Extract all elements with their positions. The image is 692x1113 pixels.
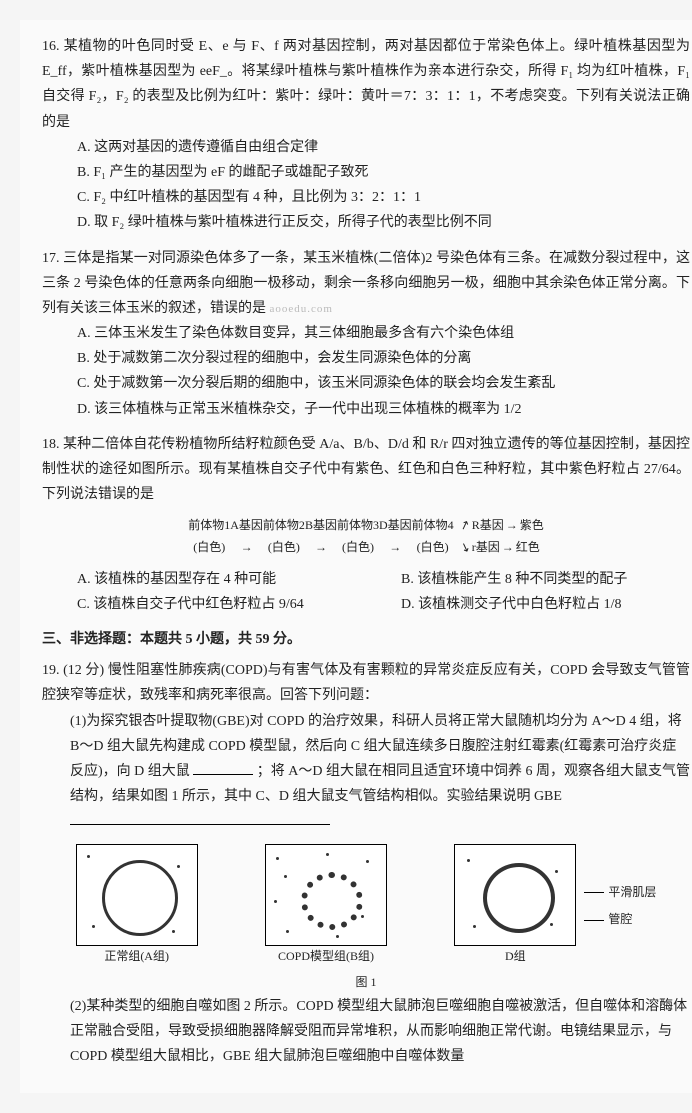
node-precursor3: 前体物3 (白色) — [337, 515, 379, 558]
q17-option-c: C. 处于减数第一次分裂后期的细胞中，该玉米同源染色体的联会均会发生紊乱 — [42, 371, 690, 396]
fig3-caption: D组 — [505, 946, 526, 968]
exam-page: 16. 某植物的叶色同时受 E、e 与 F、f 两对基因控制，两对基因都位于常染… — [20, 20, 692, 1093]
gene-b-label: B基因 — [305, 515, 337, 537]
node1-bot: (白色) — [193, 537, 225, 559]
legend1-text: 平滑肌层 — [608, 882, 656, 904]
arrow-icon: → — [241, 537, 253, 559]
arrow-d-gene: D基因 → — [379, 515, 412, 558]
q19-part2: (2)某种类型的细胞自噬如图 2 所示。COPD 模型组大鼠肺泡巨噬细胞自噬被激… — [42, 994, 690, 1070]
q17-number: 17. — [42, 251, 60, 266]
q19-head: (12 分) 慢性阻塞性肺疾病(COPD)与有害气体及有害颗粒的异常炎症反应有关… — [42, 663, 690, 703]
q16-option-d: D. 取 F₂ 绿叶植株与紫叶植株进行正反交，所得子代的表型比例不同 — [42, 210, 690, 235]
watermark-text: aooedu.com — [270, 303, 333, 315]
node-precursor1: 前体物1 (白色) — [188, 515, 230, 558]
q18-pathway-diagram: 前体物1 (白色) A基因 → 前体物2 (白色) B基因 → 前体物3 (白色… — [42, 515, 690, 558]
q19-stem: 19. (12 分) 慢性阻塞性肺疾病(COPD)与有害气体及有害颗粒的异常炎症… — [42, 658, 690, 708]
red-label: 红色 — [516, 537, 540, 559]
fig2-caption: COPD模型组(B组) — [278, 946, 374, 968]
gene-a-label: A基因 — [230, 515, 263, 537]
fig1-caption: 正常组(A组) — [104, 946, 169, 968]
node3-bot: (白色) — [342, 537, 374, 559]
node-precursor4: 前体物4 (白色) — [412, 515, 454, 558]
q18-number: 18. — [42, 437, 60, 452]
node4-top: 前体物4 — [412, 515, 454, 537]
q17-stem: 17. 三体是指某一对同源染色体多了一条，某玉米植株(二倍体)2 号染色体有三条… — [42, 246, 690, 322]
q19-number: 19. — [42, 663, 60, 678]
branch-outcomes: ↗ R基因 → 紫色 ↘ r基因 → 红色 — [458, 515, 544, 558]
q16-option-a: A. 这两对基因的遗传遵循自由组合定律 — [42, 135, 690, 160]
q16-text: 某植物的叶色同时受 E、e 与 F、f 两对基因控制，两对基因都位于常染色体上。… — [42, 39, 690, 130]
node4-bot: (白色) — [417, 537, 449, 559]
question-18: 18. 某种二倍体自花传粉植物所结籽粒颜色受 A/a、B/b、D/d 和 R/r… — [42, 432, 690, 617]
branch-up-icon: ↗ — [456, 514, 473, 538]
question-16: 16. 某植物的叶色同时受 E、e 与 F、f 两对基因控制，两对基因都位于常染… — [42, 34, 690, 236]
arrow-a-gene: A基因 → — [230, 515, 263, 558]
branch-purple: ↗ R基因 → 紫色 — [458, 515, 544, 537]
q18-options-row1: A. 该植株的基因型存在 4 种可能 B. 该植株能产生 8 种不同类型的配子 — [42, 567, 690, 592]
arrow-icon: → — [315, 537, 327, 559]
arrow-b-gene: B基因 → — [305, 515, 337, 558]
arrow-icon: → — [389, 537, 401, 559]
figure-legend: 平滑肌层 管腔 — [584, 844, 656, 968]
branch-down-icon: ↘ — [456, 536, 473, 560]
figure-1-caption: 图 1 — [42, 972, 690, 994]
section-3-header: 三、非选择题：本题共 5 小题，共 59 分。 — [42, 627, 690, 652]
q18-option-b: B. 该植株能产生 8 种不同类型的配子 — [366, 567, 690, 592]
q18-options-row2: C. 该植株自交子代中红色籽粒占 9/64 D. 该植株测交子代中白色籽粒占 1… — [42, 592, 690, 617]
gene-d-label: D基因 — [379, 515, 412, 537]
question-19: 19. (12 分) 慢性阻塞性肺疾病(COPD)与有害气体及有害颗粒的异常炎症… — [42, 658, 690, 1069]
q16-number: 16. — [42, 39, 60, 54]
gene-r-label: r基因 — [472, 537, 500, 559]
question-17: 17. 三体是指某一对同源染色体多了一条，某玉米植株(二倍体)2 号染色体有三条… — [42, 246, 690, 422]
branch-red: ↘ r基因 → 红色 — [458, 537, 544, 559]
q18-option-c: C. 该植株自交子代中红色籽粒占 9/64 — [42, 592, 366, 617]
figure-normal-group: 正常组(A组) — [76, 844, 198, 968]
q17-option-a: A. 三体玉米发生了染色体数目变异，其三体细胞最多含有六个染色体组 — [42, 321, 690, 346]
node-precursor2: 前体物2 (白色) — [263, 515, 305, 558]
arrow-icon: → — [506, 515, 518, 537]
q18-stem: 18. 某种二倍体自花传粉植物所结籽粒颜色受 A/a、B/b、D/d 和 R/r… — [42, 432, 690, 508]
q17-option-b: B. 处于减数第二次分裂过程的细胞中，会发生同源染色体的分离 — [42, 346, 690, 371]
legend-line-icon — [584, 920, 604, 921]
gene-R-label: R基因 — [472, 515, 504, 537]
legend2-text: 管腔 — [608, 909, 632, 931]
blank-field-long — [70, 824, 330, 825]
micrograph-b — [265, 844, 387, 946]
node3-top: 前体物3 — [337, 515, 379, 537]
q18-option-a: A. 该植株的基因型存在 4 种可能 — [42, 567, 366, 592]
micrograph-d — [454, 844, 576, 946]
q16-option-b: B. F₁ 产生的基因型为 eF 的雌配子或雄配子致死 — [42, 160, 690, 185]
node1-top: 前体物1 — [188, 515, 230, 537]
q19-part1: (1)为探究银杏叶提取物(GBE)对 COPD 的治疗效果，科研人员将正常大鼠随… — [42, 709, 690, 835]
legend-lumen: 管腔 — [584, 909, 656, 931]
q16-stem: 16. 某植物的叶色同时受 E、e 与 F、f 两对基因控制，两对基因都位于常染… — [42, 34, 690, 135]
micrograph-a — [76, 844, 198, 946]
legend-smooth-muscle: 平滑肌层 — [584, 882, 656, 904]
node2-top: 前体物2 — [263, 515, 305, 537]
purple-label: 紫色 — [520, 515, 544, 537]
q18-option-d: D. 该植株测交子代中白色籽粒占 1/8 — [366, 592, 690, 617]
q17-text: 三体是指某一对同源染色体多了一条，某玉米植株(二倍体)2 号染色体有三条。在减数… — [42, 251, 690, 316]
legend-line-icon — [584, 892, 604, 893]
node2-bot: (白色) — [268, 537, 300, 559]
q16-option-c: C. F₂ 中红叶植株的基因型有 4 种，且比例为 3：2：1：1 — [42, 185, 690, 210]
figure-d-group: D组 — [454, 844, 576, 968]
figure-1-row: 正常组(A组) COPD模型组(B组) — [42, 844, 690, 968]
figure-d-group-with-legend: D组 平滑肌层 管腔 — [454, 844, 656, 968]
q19-p2: (2)某种类型的细胞自噬如图 2 所示。COPD 模型组大鼠肺泡巨噬细胞自噬被激… — [70, 999, 687, 1064]
q18-text: 某种二倍体自花传粉植物所结籽粒颜色受 A/a、B/b、D/d 和 R/r 四对独… — [42, 437, 690, 502]
blank-field — [193, 774, 253, 775]
arrow-icon: → — [502, 537, 514, 559]
figure-copd-group: COPD模型组(B组) — [265, 844, 387, 968]
q17-option-d: D. 该三体植株与正常玉米植株杂交，子一代中出现三体植株的概率为 1/2 — [42, 397, 690, 422]
